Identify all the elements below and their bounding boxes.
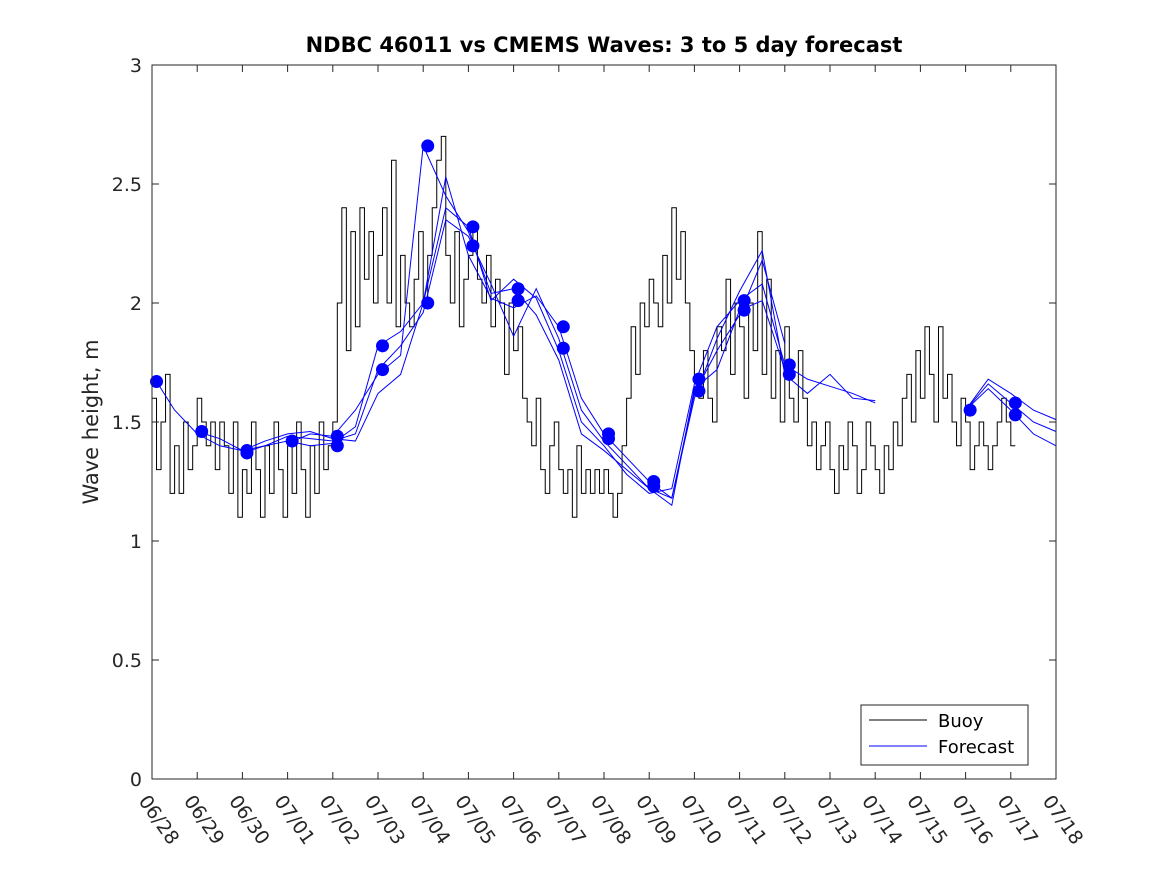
x-tick-label: 07/11 <box>722 791 771 848</box>
forecast-marker <box>737 294 751 308</box>
forecast-line <box>965 387 1057 447</box>
x-tick-label: 06/29 <box>179 791 228 848</box>
forecast-marker <box>330 429 344 443</box>
forecast-marker <box>240 444 254 458</box>
forecast-marker <box>556 341 570 355</box>
forecast-marker <box>421 296 435 310</box>
forecast-marker <box>511 282 525 296</box>
buoy-line <box>152 135 1016 518</box>
x-tick-label: 07/08 <box>586 791 635 848</box>
x-tick-label: 06/28 <box>134 791 183 848</box>
legend-box <box>860 704 1029 766</box>
forecast-markers <box>150 139 1022 493</box>
y-tick-label: 1.5 <box>112 412 142 434</box>
x-tick-label: 07/14 <box>857 791 906 848</box>
forecast-marker <box>782 358 796 372</box>
forecast-marker <box>1008 396 1022 410</box>
y-axis-label: Wave height, m <box>79 339 103 504</box>
forecast-marker <box>466 220 480 234</box>
x-tick-label: 07/02 <box>315 791 364 848</box>
forecast-marker <box>150 375 164 389</box>
x-tick-label: 07/09 <box>631 791 680 848</box>
x-tick-label: 07/04 <box>405 791 454 848</box>
legend-buoy-label: Buoy <box>938 711 984 732</box>
y-axis: 0 0.5 1 1.5 2 2.5 3 <box>112 55 1056 791</box>
x-tick-label: 07/12 <box>767 791 816 848</box>
forecast-line <box>784 364 876 404</box>
legend: Buoy Forecast <box>860 704 1029 766</box>
forecast-marker <box>602 427 616 441</box>
forecast-marker <box>963 403 977 417</box>
x-tick-label: 07/03 <box>360 791 409 848</box>
forecast-marker <box>782 367 796 381</box>
forecast-line <box>965 378 1057 421</box>
x-tick-label: 07/15 <box>902 791 951 848</box>
forecast-marker <box>692 384 706 398</box>
forecast-marker <box>421 139 435 153</box>
forecast-marker <box>511 294 525 308</box>
x-tick-label: 07/10 <box>676 791 725 848</box>
x-tick-label: 07/07 <box>541 791 590 848</box>
forecast-marker <box>556 320 570 334</box>
forecast-marker <box>285 434 299 448</box>
y-tick-label: 2 <box>130 293 142 315</box>
x-tick-label: 07/17 <box>993 791 1042 848</box>
y-tick-label: 0.5 <box>112 650 142 672</box>
forecast-marker <box>737 303 751 317</box>
y-tick-label: 2.5 <box>112 174 142 196</box>
forecast-line <box>784 373 876 402</box>
x-tick-label: 07/18 <box>1038 791 1087 848</box>
buoy-series <box>152 135 1016 518</box>
plot-area <box>152 65 1056 779</box>
forecast-marker <box>1008 408 1022 422</box>
forecast-marker <box>376 339 390 353</box>
y-tick-label: 0 <box>130 769 142 791</box>
forecast-marker <box>195 425 209 439</box>
y-tick-label: 1 <box>130 531 142 553</box>
forecast-marker <box>647 475 661 488</box>
chart-title: NDBC 46011 vs CMEMS Waves: 3 to 5 day fo… <box>306 33 903 57</box>
forecast-marker <box>466 239 480 253</box>
x-tick-label: 06/30 <box>224 791 273 848</box>
x-tick-label: 07/05 <box>450 791 499 848</box>
x-tick-label: 07/13 <box>812 791 861 848</box>
x-tick-label: 07/16 <box>948 791 997 848</box>
x-tick-label: 07/06 <box>496 791 545 848</box>
forecast-marker <box>692 372 706 386</box>
forecast-marker <box>330 439 344 453</box>
legend-forecast-label: Forecast <box>938 737 1014 758</box>
x-tick-label: 07/01 <box>270 791 319 848</box>
y-tick-label: 3 <box>130 55 142 77</box>
forecast-marker <box>376 363 390 377</box>
